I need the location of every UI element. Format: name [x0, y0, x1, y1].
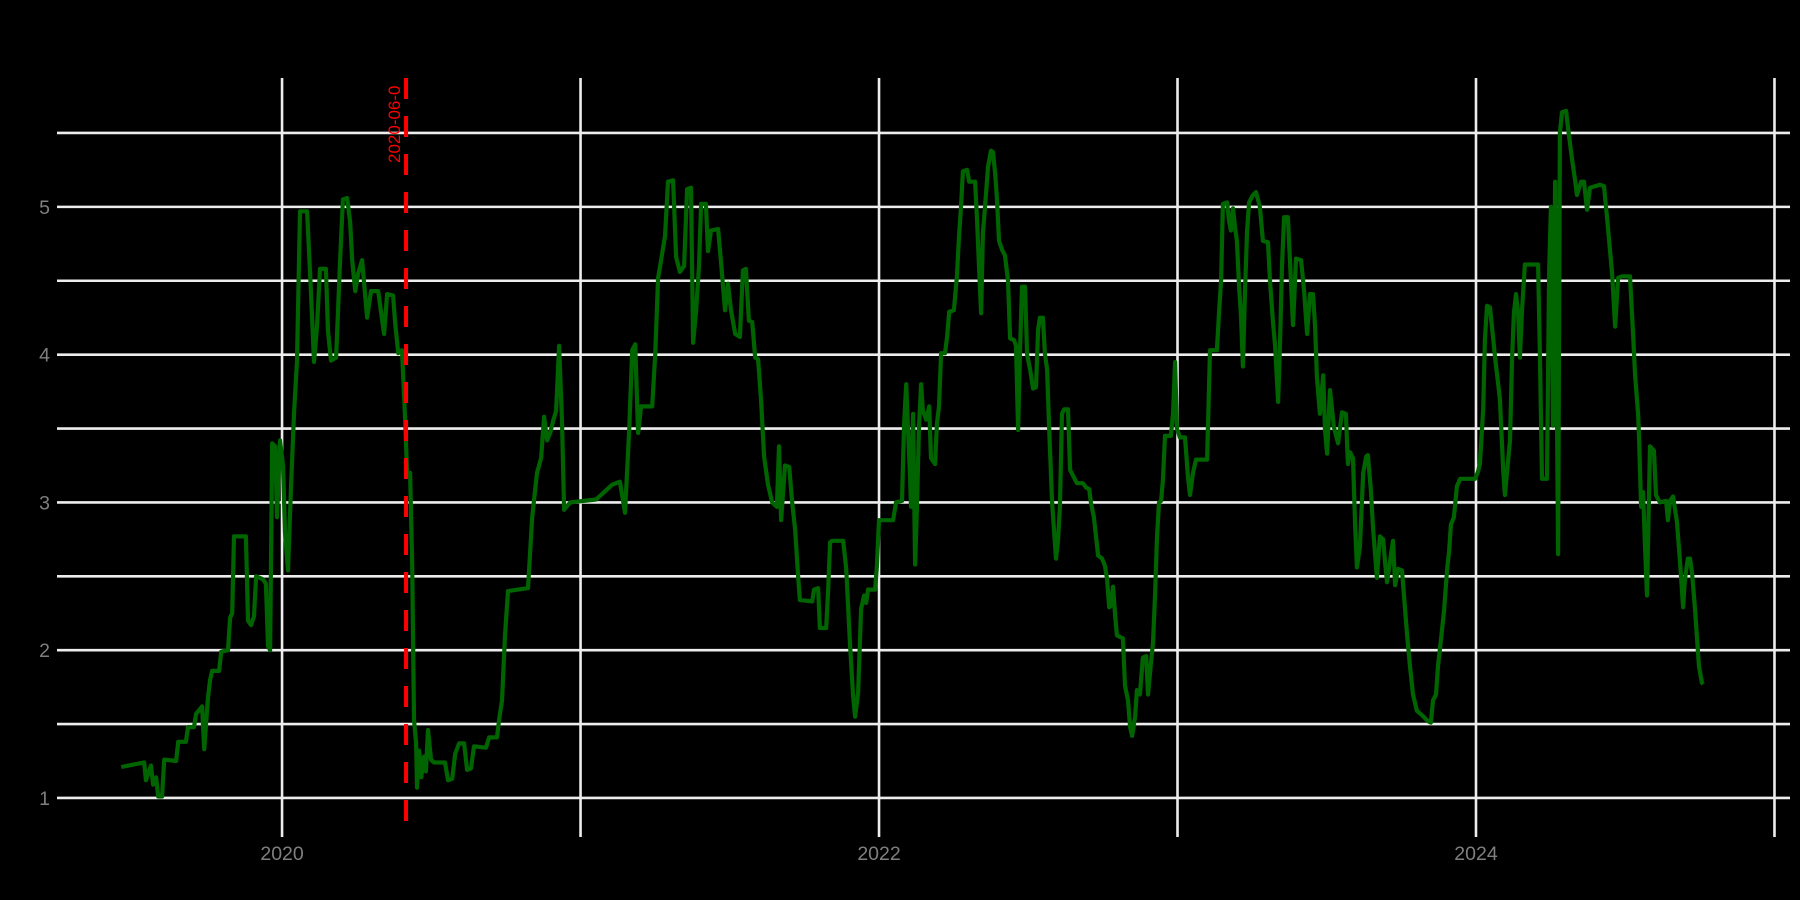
y-tick-label: 5 [39, 197, 50, 219]
gridlines [57, 78, 1790, 837]
x-tick-label: 2020 [260, 843, 304, 865]
x-tick-label: 2024 [1454, 843, 1498, 865]
series-line [120, 108, 1705, 799]
y-tick-label: 3 [39, 492, 50, 514]
x-tick-label: 2022 [857, 843, 900, 865]
y-tick-label: 4 [39, 345, 50, 367]
annotation-layer: 2020-06-0 [385, 78, 409, 837]
y-tick-label: 2 [39, 640, 50, 662]
series-layer [120, 108, 1705, 799]
event-vline-label: 2020-06-0 [385, 85, 404, 163]
axis-tick-labels: 1 2 3 4 5 2020 2022 2024 [39, 197, 1498, 865]
y-tick-label: 1 [39, 788, 50, 810]
